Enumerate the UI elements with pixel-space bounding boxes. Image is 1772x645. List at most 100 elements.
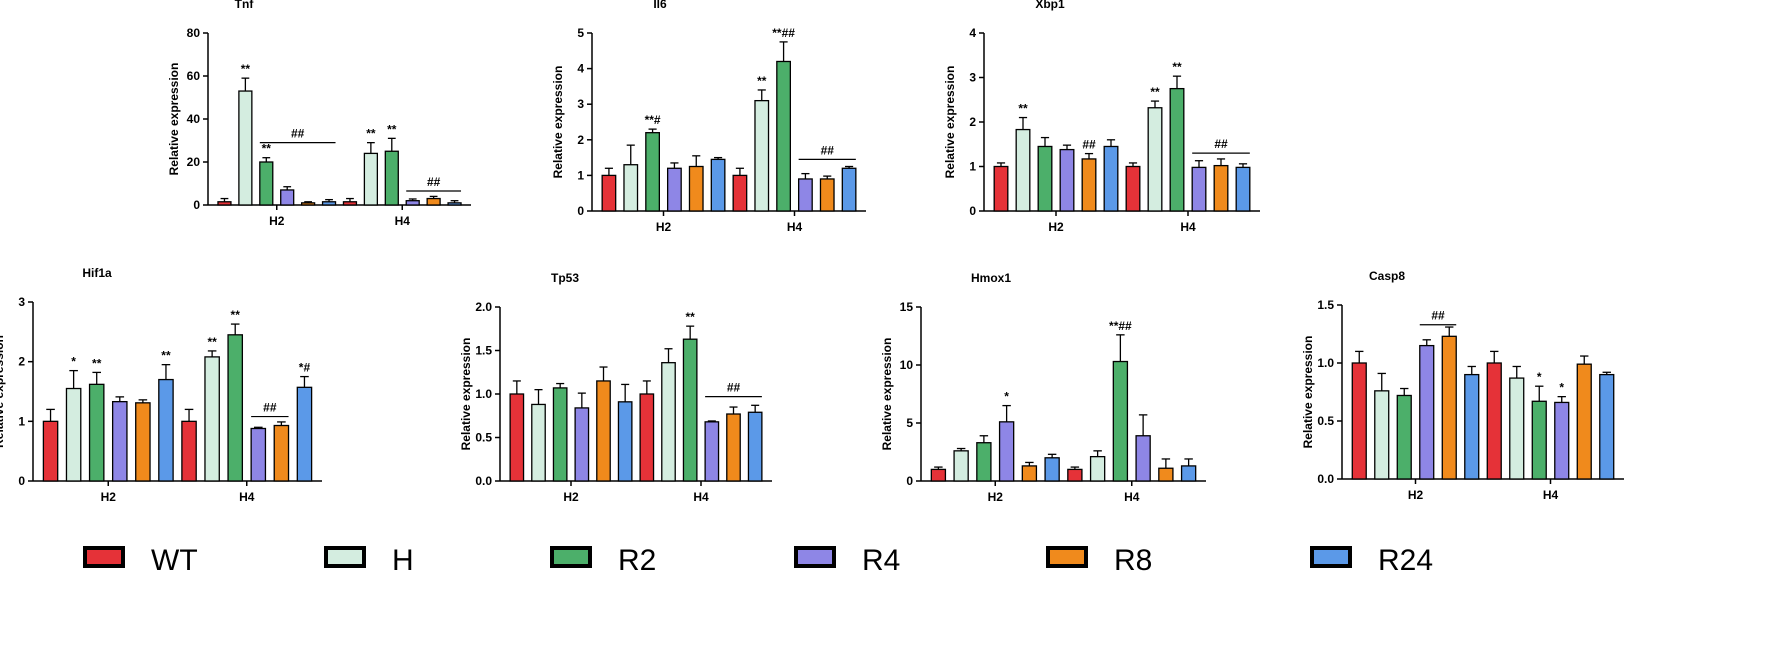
bar-r24-h4 xyxy=(841,167,857,212)
significance-label: **## xyxy=(1109,319,1132,333)
panel-tp53: Tp53 Relative expression 0.0 0.5 1.0 1.5 2.0 H2… xyxy=(459,271,772,504)
significance-label: ** xyxy=(207,335,217,349)
legend-item-r4: R4 xyxy=(794,544,900,577)
significance-label: ** xyxy=(231,308,241,322)
y-tick-label: 1.0 xyxy=(475,387,492,401)
bar-r8-h2 xyxy=(1441,335,1457,480)
bracket-label: ## xyxy=(291,127,305,141)
bar-r4-h4 xyxy=(1191,166,1207,212)
bar-h-h4 xyxy=(754,99,770,212)
y-tick-label: 4 xyxy=(577,62,584,76)
y-tick-label: 1.5 xyxy=(475,344,492,358)
chart-title: Hmox1 xyxy=(971,271,1011,285)
significance-label: * xyxy=(1004,390,1009,404)
y-tick-label: 4 xyxy=(969,26,976,40)
x-tick-label: H4 xyxy=(1124,490,1140,504)
bar-r4-h4 xyxy=(1554,401,1570,480)
y-tick-label: 40 xyxy=(187,112,201,126)
legend-label: H xyxy=(392,544,414,577)
bar-wt-h4 xyxy=(1125,165,1141,212)
panel-xbp1: Xbp1 Relative expression 0 1 2 3 4 H2 H4 ** ## ** **… xyxy=(943,0,1260,234)
y-tick-label: 1 xyxy=(18,414,25,428)
y-axis-label: Relative expression xyxy=(167,63,181,176)
significance-label: **# xyxy=(645,113,661,127)
bar-r4-h2 xyxy=(111,400,128,482)
legend-swatch xyxy=(550,546,592,568)
bar-r24-h2 xyxy=(617,401,633,482)
x-tick-label: H2 xyxy=(988,490,1004,504)
bar-r24-h2 xyxy=(158,378,174,482)
y-axis-label: Relative expression xyxy=(880,338,894,451)
chart-title: Hif1a xyxy=(82,266,112,280)
bar-h-h4 xyxy=(661,362,676,482)
x-tick-label: H2 xyxy=(1048,220,1064,234)
bar-r4-h4 xyxy=(405,200,420,206)
bar-r4-h4 xyxy=(1135,435,1151,482)
legend-item-wt: WT xyxy=(83,544,198,577)
bar-r2-h2 xyxy=(645,132,661,212)
legend-swatch xyxy=(794,546,836,568)
bar-r8-h2 xyxy=(300,202,316,206)
y-tick-label: 1.0 xyxy=(1317,356,1334,370)
legend-swatch xyxy=(324,546,366,568)
panel-casp8: Casp8 Relative expression 0.0 0.5 1.0 1.5 H2 H4… xyxy=(1301,269,1624,502)
bar-wt-h2 xyxy=(42,420,59,482)
x-tick-label: H2 xyxy=(656,220,672,234)
bar-r4-h4 xyxy=(704,421,720,482)
significance-label: * xyxy=(71,355,76,369)
significance-label: ** xyxy=(685,310,695,324)
legend-label: WT xyxy=(151,544,198,577)
bar-h-h2 xyxy=(65,387,82,482)
chart-title: Tnf xyxy=(235,0,255,11)
significance-label: ** xyxy=(757,74,767,88)
bar-r24-h4 xyxy=(1235,166,1251,212)
bar-h-h2 xyxy=(623,164,639,212)
bar-r4-h4 xyxy=(250,427,267,482)
bar-wt-h2 xyxy=(509,393,525,482)
y-tick-label: 2 xyxy=(577,133,584,147)
bar-wt-h2 xyxy=(601,174,617,212)
significance-label: ** xyxy=(92,356,102,370)
bar-r4-h2 xyxy=(1419,344,1435,480)
bar-r24-h4 xyxy=(296,386,313,482)
chart-title: Tp53 xyxy=(551,271,579,285)
y-tick-label: 60 xyxy=(187,69,201,83)
significance-label: *# xyxy=(299,361,311,375)
y-axis-label: Relative expression xyxy=(1301,336,1315,449)
bar-r24-h4 xyxy=(1599,373,1615,480)
y-tick-label: 3 xyxy=(577,97,584,111)
bar-r8-h4 xyxy=(1576,363,1592,480)
bar-r24-h2 xyxy=(1464,373,1480,480)
bar-r8-h2 xyxy=(688,165,704,212)
bracket-label: ## xyxy=(263,401,277,415)
legend-label: R8 xyxy=(1114,544,1152,577)
bar-r8-h4 xyxy=(726,413,741,482)
significance-label: ** xyxy=(1018,102,1028,116)
legend-swatch xyxy=(83,546,125,568)
bar-wt-h4 xyxy=(732,174,748,212)
bar-wt-h2 xyxy=(217,201,232,206)
significance-label: ** xyxy=(387,122,397,136)
bar-h-h4 xyxy=(1089,455,1106,482)
y-tick-label: 0 xyxy=(969,204,976,218)
x-tick-label: H4 xyxy=(395,214,411,228)
bar-wt-h2 xyxy=(930,468,947,482)
legend-label: R4 xyxy=(862,544,900,577)
x-tick-label: H4 xyxy=(239,490,255,504)
bar-h-h2 xyxy=(1015,128,1031,212)
x-tick-label: H4 xyxy=(693,490,709,504)
bar-r24-h4 xyxy=(1180,465,1197,482)
bar-r2-h4 xyxy=(1169,87,1185,212)
bar-h-h4 xyxy=(204,356,220,482)
bar-r24-h2 xyxy=(321,201,337,206)
chart-title: Xbp1 xyxy=(1035,0,1065,11)
y-tick-label: 0 xyxy=(906,474,913,488)
bar-wt-h4 xyxy=(181,420,197,482)
bar-h-h2 xyxy=(238,90,253,206)
significance-label: ** xyxy=(161,349,171,363)
y-tick-label: 1 xyxy=(577,168,584,182)
bracket-label: ## xyxy=(821,143,835,157)
significance-label: ## xyxy=(1082,138,1096,152)
significance-label: **## xyxy=(772,26,795,40)
bar-r2-h4 xyxy=(682,338,698,482)
